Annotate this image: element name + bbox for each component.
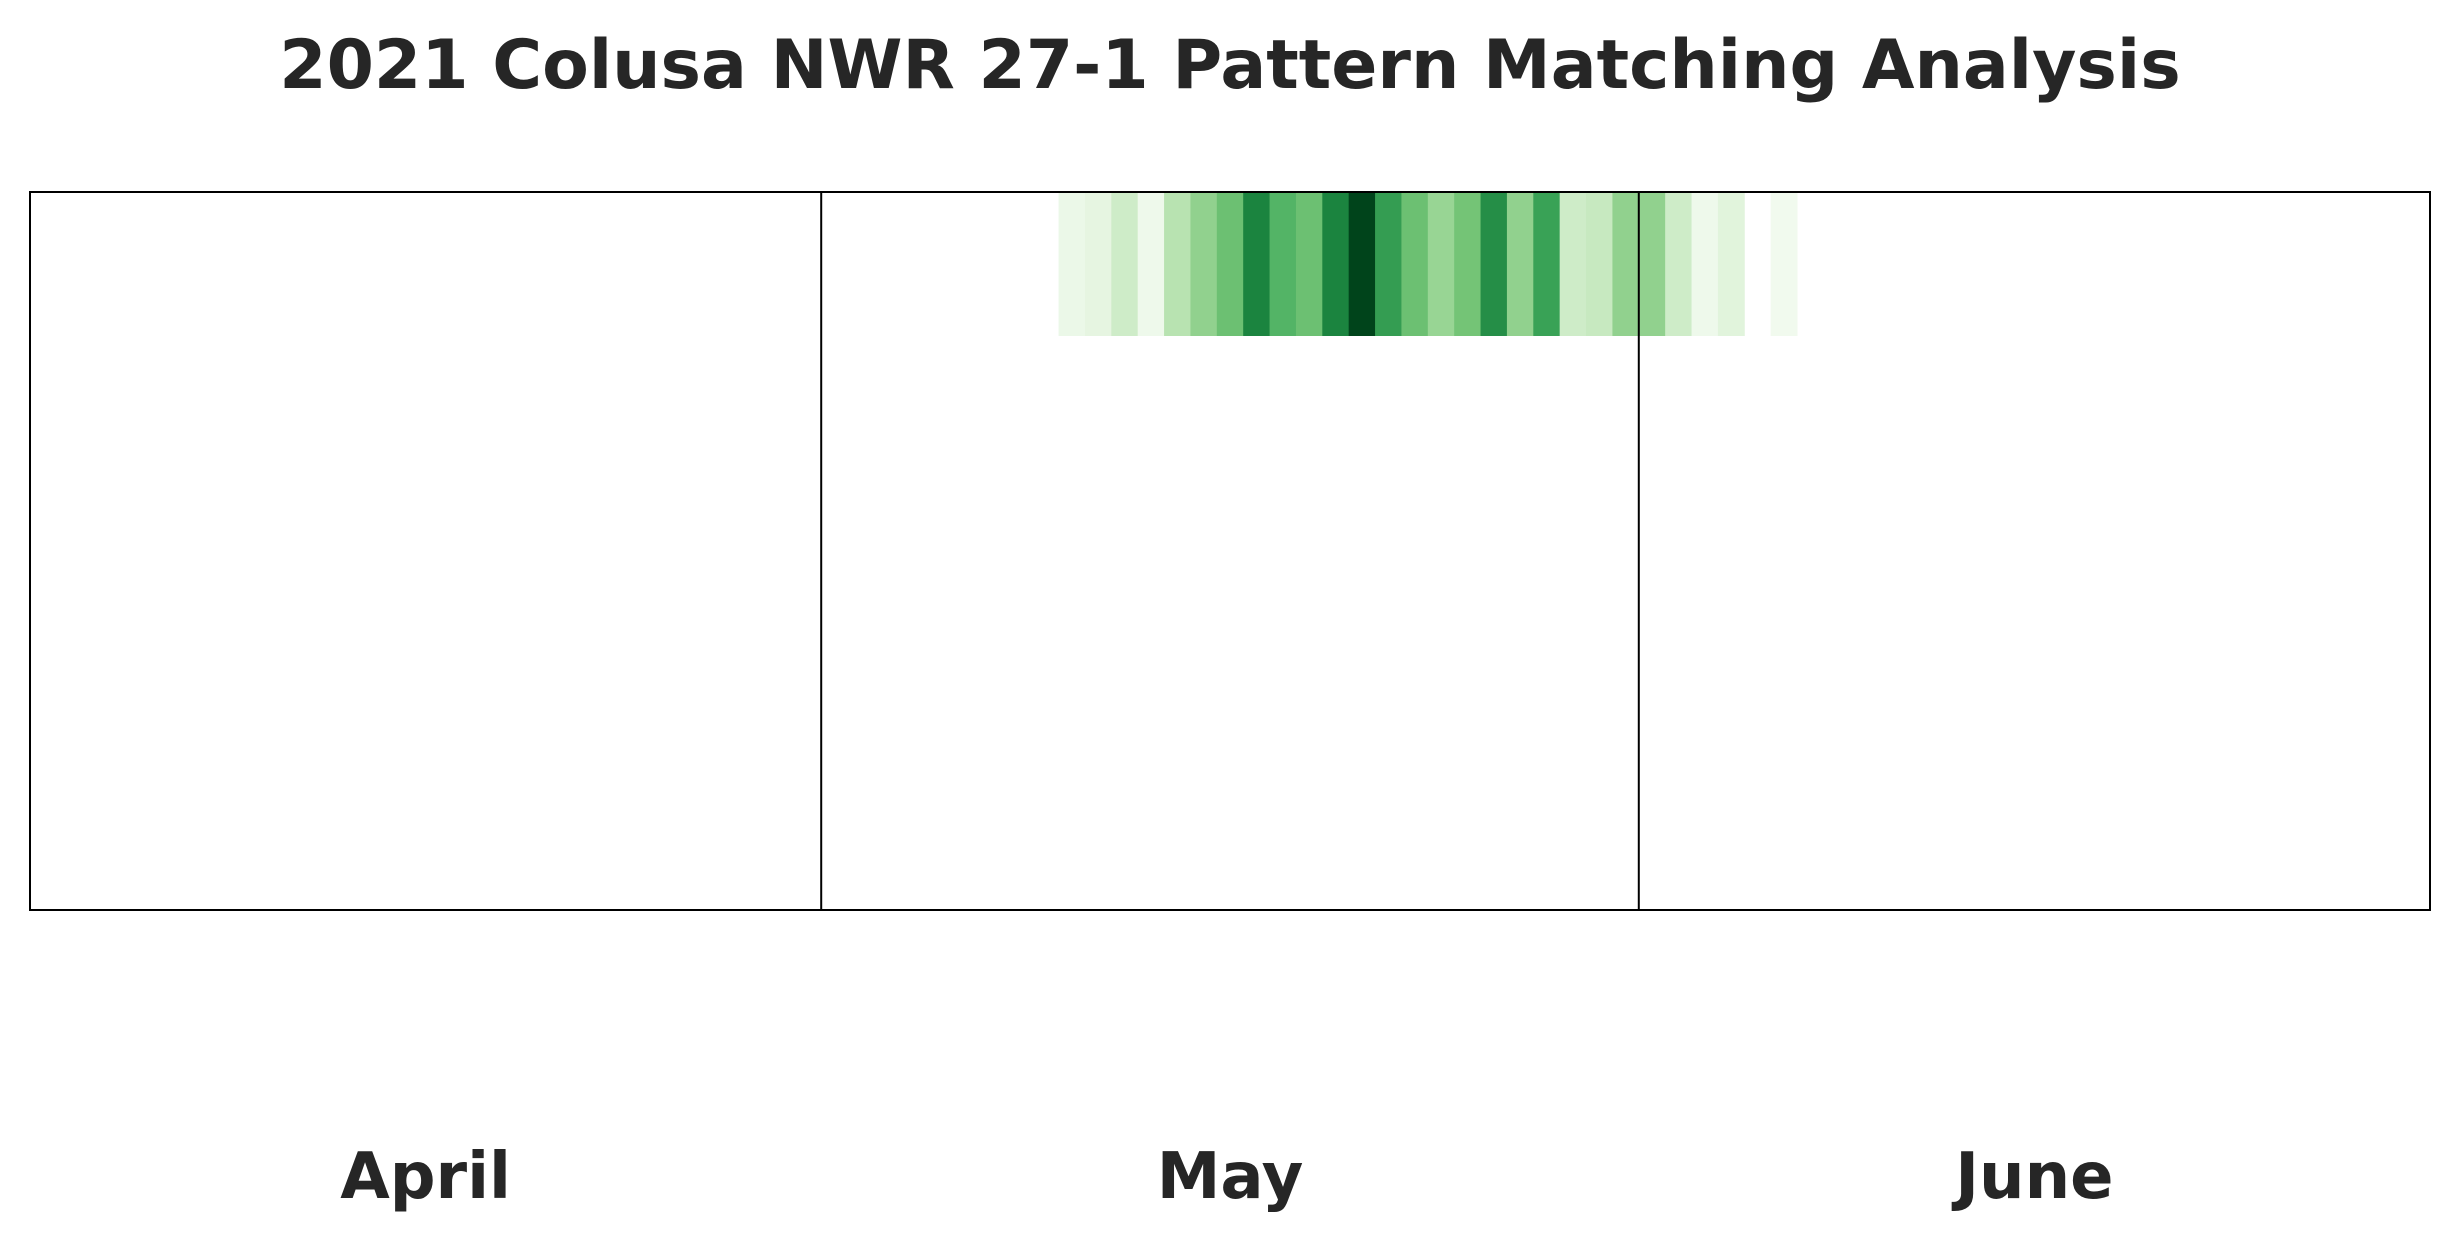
- chart-title: 2021 Colusa NWR 27-1 Pattern Matching An…: [279, 26, 2180, 105]
- heatmap-cell: [1243, 192, 1271, 336]
- heatmap-cell: [1506, 192, 1534, 336]
- heatmap-cell: [1190, 192, 1218, 336]
- heatmap-cell: [1717, 192, 1745, 336]
- heatmap-cell: [1084, 192, 1112, 336]
- month-label: June: [1951, 1140, 2113, 1214]
- heatmap-cell: [1559, 192, 1587, 336]
- heatmap-cell: [1322, 192, 1350, 336]
- heatmap-cell: [1665, 192, 1693, 336]
- heatmap-cell: [1269, 192, 1297, 336]
- month-dividers: [820, 192, 1640, 910]
- heatmap-cell: [1454, 192, 1482, 336]
- heatmap-cell: [1375, 192, 1402, 336]
- plot-frame: [29, 191, 2431, 911]
- heatmap-cell: [1058, 192, 1086, 336]
- heatmap-cell: [1480, 192, 1508, 336]
- heatmap-cell: [1111, 192, 1139, 336]
- month-label: May: [1157, 1140, 1304, 1214]
- heatmap-cell: [1164, 192, 1191, 336]
- month-labels: April May June: [340, 1140, 2113, 1214]
- month-label: April: [340, 1140, 511, 1214]
- heatmap-cell: [1638, 192, 1666, 336]
- heatmap-cell: [1295, 192, 1323, 336]
- heatmap-cell: [1533, 192, 1561, 336]
- heatmap-cell: [1612, 192, 1640, 336]
- heatmap-cell: [1586, 192, 1613, 336]
- heatmap-cell: [1348, 192, 1376, 336]
- heatmap-cell: [1691, 192, 1719, 336]
- heatmap-cell: [1427, 192, 1455, 336]
- heatmap-cell: [1401, 192, 1429, 336]
- heatmap-cell: [1770, 192, 1798, 336]
- heatmap-cell: [1137, 192, 1165, 336]
- heatmap-cells: [1058, 192, 1798, 336]
- heatmap-cell: [1216, 192, 1244, 336]
